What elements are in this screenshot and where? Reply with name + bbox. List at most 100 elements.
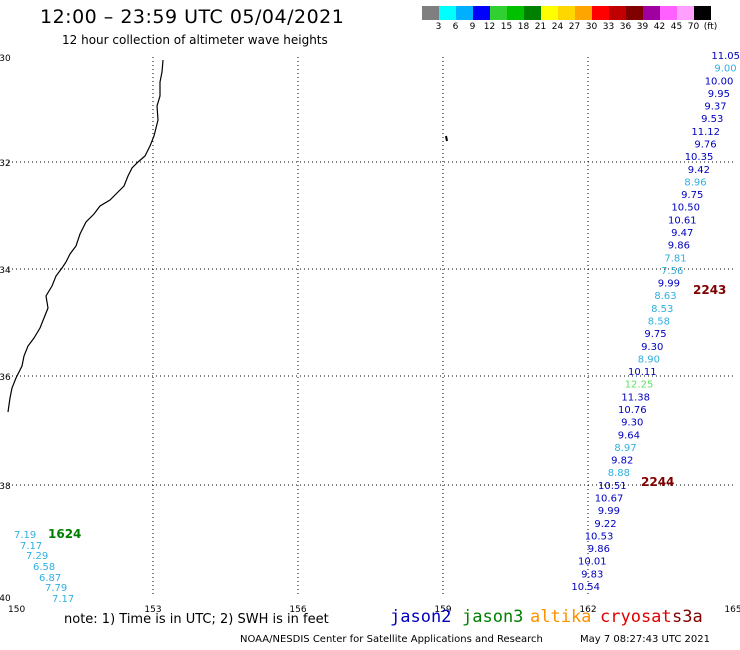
wave-height-value: 6.87 — [39, 573, 61, 584]
scale-swatch — [592, 6, 609, 20]
island-marker — [445, 135, 448, 142]
australia-coastline — [7, 59, 164, 413]
satellite-legend-jason2: jason2 — [390, 607, 452, 627]
latitude-label: -40 — [0, 594, 11, 604]
scale-swatch — [609, 6, 626, 20]
pass-time-label: 2243 — [693, 283, 726, 297]
wave-height-value: 9.86 — [668, 241, 690, 252]
scale-label: 12 — [483, 22, 496, 32]
wave-height-value: 9.53 — [701, 114, 723, 125]
wave-height-value: 9.22 — [594, 519, 616, 530]
longitude-label: 150 — [8, 605, 25, 615]
wave-height-value: 9.95 — [708, 89, 730, 100]
wave-height-value: 7.17 — [20, 541, 42, 552]
wave-height-value: 9.47 — [671, 228, 693, 239]
latitude-label: -38 — [0, 482, 11, 492]
scale-label: 70 — [687, 22, 700, 32]
wave-height-value: 7.79 — [45, 583, 67, 594]
scale-label: 45 — [670, 22, 683, 32]
scale-swatch — [694, 6, 711, 20]
wave-height-value: 10.67 — [595, 494, 624, 505]
wave-height-value: 10.76 — [618, 405, 647, 416]
wave-height-value: 11.38 — [621, 392, 650, 403]
scale-label: 18 — [517, 22, 530, 32]
satellite-legend-s3a: s3a — [672, 607, 703, 627]
scale-label: 21 — [534, 22, 547, 32]
wave-height-value: 9.82 — [611, 456, 633, 467]
wave-height-value: 8.97 — [614, 443, 636, 454]
map-subtitle: 12 hour collection of altimeter wave hei… — [62, 33, 328, 47]
wave-height-value: 7.81 — [664, 253, 686, 264]
scale-swatch — [677, 6, 694, 20]
wave-height-value: 10.61 — [668, 215, 697, 226]
longitude-label: 153 — [144, 605, 161, 615]
wave-height-value: 9.83 — [581, 569, 603, 580]
wave-height-value: 9.64 — [618, 430, 640, 441]
satellite-track-west: 7.197.177.296.586.877.797.17 — [14, 530, 74, 605]
scale-swatch — [524, 6, 541, 20]
scale-label: 30 — [585, 22, 598, 32]
wave-height-value: 10.53 — [585, 531, 614, 542]
wave-height-value: 11.05 — [711, 51, 740, 62]
wave-height-value: 9.75 — [644, 329, 666, 340]
scale-swatch — [558, 6, 575, 20]
wave-height-value: 9.37 — [704, 102, 726, 113]
footer-note: note: 1) Time is in UTC; 2) SWH is in fe… — [64, 612, 329, 627]
longitude-label: 156 — [289, 605, 306, 615]
scale-swatch — [456, 6, 473, 20]
wave-height-value: 10.50 — [671, 203, 700, 214]
wave-height-value: 8.90 — [638, 354, 660, 365]
scale-label: 27 — [568, 22, 581, 32]
latitude-label: -34 — [0, 266, 11, 276]
scale-swatch — [626, 6, 643, 20]
wave-height-value: 10.51 — [598, 481, 627, 492]
scale-swatch — [439, 6, 456, 20]
scale-swatch — [643, 6, 660, 20]
longitude-label: 159 — [434, 605, 451, 615]
wave-height-value: 7.29 — [26, 551, 48, 562]
wave-height-value: 9.99 — [598, 506, 620, 517]
wave-height-value: 8.63 — [654, 291, 676, 302]
satellite-legend-cryosat: cryosat — [600, 607, 672, 627]
wave-height-value: 12.25 — [625, 380, 654, 391]
wave-height-value: 10.01 — [578, 557, 607, 568]
wave-height-value: 10.54 — [571, 582, 600, 593]
wave-height-value: 11.12 — [691, 127, 720, 138]
credit-line: NOAA/NESDIS Center for Satellite Applica… — [240, 634, 543, 645]
wave-height-value: 9.99 — [658, 279, 680, 290]
scale-label: 33 — [602, 22, 615, 32]
wave-height-value: 9.30 — [641, 342, 663, 353]
wave-height-value: 9.76 — [694, 140, 716, 151]
generated-timestamp: May 7 08:27:43 UTC 2021 — [580, 634, 710, 645]
latitude-label: -30 — [0, 54, 11, 64]
scale-label: 39 — [636, 22, 649, 32]
scale-label: 9 — [469, 22, 476, 32]
scale-label: (ft) — [703, 22, 718, 32]
scale-swatch — [490, 6, 507, 20]
scale-swatch — [660, 6, 677, 20]
scale-label: 36 — [619, 22, 632, 32]
latitude-label: -36 — [0, 373, 11, 383]
wave-height-value: 10.35 — [685, 152, 714, 163]
wave-height-value: 10.11 — [628, 367, 657, 378]
pass-time-label: 1624 — [48, 527, 81, 541]
scale-label: 42 — [653, 22, 666, 32]
wave-height-value: 8.96 — [684, 177, 706, 188]
wave-height-value: 9.75 — [681, 190, 703, 201]
wave-height-value: 8.58 — [648, 317, 670, 328]
wave-height-value: 7.17 — [52, 594, 74, 605]
wave-height-value: 9.30 — [621, 418, 643, 429]
wave-height-value: 8.53 — [651, 304, 673, 315]
scale-label: 24 — [551, 22, 564, 32]
scale-label: 6 — [452, 22, 459, 32]
satellite-legend-jason3: jason3 — [462, 607, 524, 627]
scale-swatch — [507, 6, 524, 20]
scale-swatch — [473, 6, 490, 20]
wave-height-value: 9.42 — [688, 165, 710, 176]
pass-time-label: 2244 — [641, 475, 674, 489]
color-scale-legend: 3 6 9 12 15 18 21 24 27 30 33 36 39 42 45 70 (ft) — [422, 6, 717, 32]
scale-swatch — [575, 6, 592, 20]
wave-height-value: 7.56 — [661, 266, 683, 277]
scale-swatch — [541, 6, 558, 20]
